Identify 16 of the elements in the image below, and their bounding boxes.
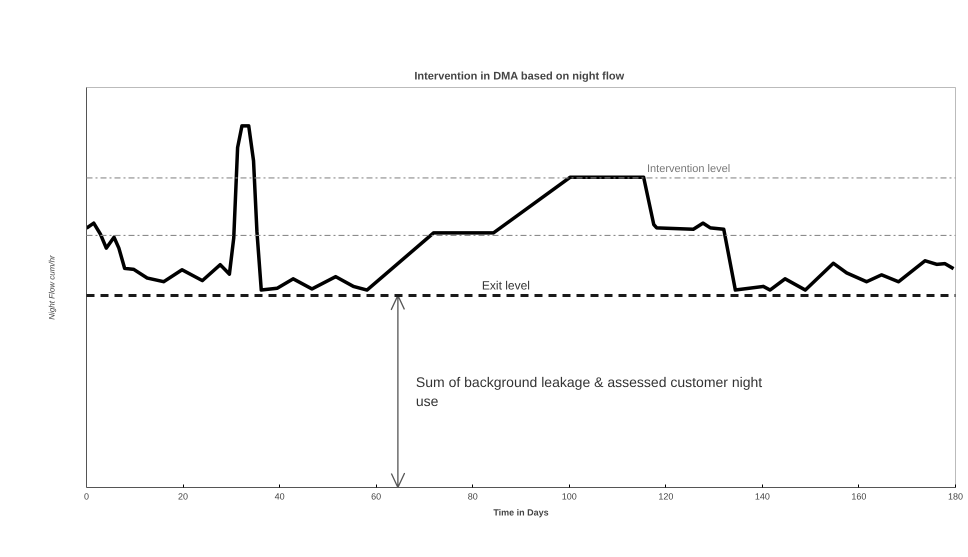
ref-line-label: Sum of background leakage & assessed customer night use	[416, 374, 762, 410]
x-tick-label: 40	[274, 492, 285, 502]
chart-title: Intervention in DMA based on night flow	[414, 70, 625, 82]
x-tick-label: 120	[658, 492, 674, 502]
x-tick-label: 140	[754, 492, 770, 502]
y-axis-title: Night Flow cum/hr	[48, 254, 56, 320]
ref-line-label: Exit level	[482, 278, 530, 292]
x-tick-label: 180	[948, 492, 964, 502]
x-tick-label: 80	[468, 492, 478, 502]
x-axis-title: Time in Days	[493, 508, 549, 518]
x-tick-label: 160	[851, 492, 866, 502]
ref-line-label: Intervention level	[647, 162, 730, 175]
x-tick-label: 100	[562, 492, 577, 502]
x-tick-label: 20	[178, 492, 188, 502]
x-tick-label: 60	[371, 492, 382, 502]
x-tick-label: 0	[84, 492, 90, 502]
